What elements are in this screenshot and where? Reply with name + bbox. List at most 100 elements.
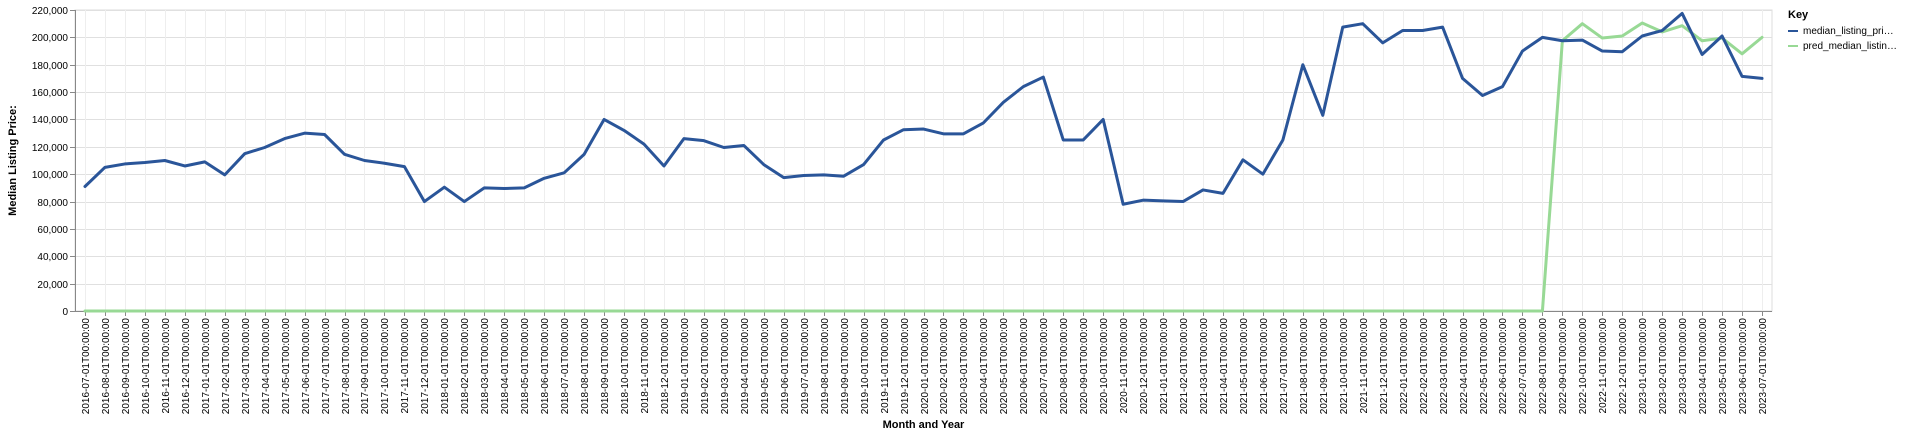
x-tick-label: 2021-08-01T00:00:00 (1299, 318, 1310, 415)
x-tick-label: 2021-05-01T00:00:00 (1239, 318, 1250, 415)
x-tick-label: 2018-09-01T00:00:00 (600, 318, 611, 415)
x-axis: 2016-07-01T00:00:00 2016-08-01T00:00:00 20… (75, 311, 1772, 414)
x-tick-label: 2017-05-01T00:00:00 (281, 318, 292, 415)
x-tick-label: 2017-12-01T00:00:00 (420, 318, 431, 415)
x-tick-label: 2022-02-01T00:00:00 (1419, 318, 1430, 415)
x-tick-label: 2018-01-01T00:00:00 (440, 318, 451, 415)
x-tick-label: 2020-09-01T00:00:00 (1079, 318, 1090, 415)
x-tick-label: 2018-05-01T00:00:00 (520, 318, 531, 415)
x-tick-label: 2022-09-01T00:00:00 (1558, 318, 1569, 415)
x-tick-label: 2017-08-01T00:00:00 (341, 318, 352, 415)
x-tick-label: 2016-11-01T00:00:00 (161, 318, 172, 414)
x-tick-label: 2016-08-01T00:00:00 (101, 318, 112, 415)
x-tick-label: 2017-09-01T00:00:00 (360, 318, 371, 415)
x-tick-label: 2020-11-01T00:00:00 (1119, 318, 1130, 414)
x-tick-label: 2020-06-01T00:00:00 (1019, 318, 1030, 415)
x-tick-label: 2021-01-01T00:00:00 (1159, 318, 1170, 415)
x-tick-label: 2019-01-01T00:00:00 (680, 318, 691, 415)
series-line-0 (83, 11, 1764, 206)
y-axis-title: Median Listing Price: (7, 105, 19, 216)
legend-label: median_listing_pri… (1803, 26, 1894, 37)
y-tick-label: 120,000 (32, 143, 69, 154)
y-tick-label: 60,000 (37, 225, 68, 236)
x-tick-label: 2021-09-01T00:00:00 (1319, 318, 1330, 415)
x-tick-label: 2019-10-01T00:00:00 (860, 318, 871, 415)
y-tick-label: 40,000 (37, 252, 68, 263)
y-tick-label: 80,000 (37, 198, 68, 209)
x-tick-label: 2021-11-01T00:00:00 (1359, 318, 1370, 414)
x-axis-title: Month and Year (883, 419, 965, 431)
gridlines (74, 9, 1773, 312)
x-tick-label: 2022-03-01T00:00:00 (1439, 318, 1450, 415)
series-lines (83, 11, 1764, 313)
x-tick-label: 2020-05-01T00:00:00 (999, 318, 1010, 415)
x-tick-label: 2019-02-01T00:00:00 (700, 318, 711, 415)
plot-frame (74, 9, 1773, 312)
x-tick-label: 2016-10-01T00:00:00 (141, 318, 152, 415)
x-tick-label: 2016-12-01T00:00:00 (181, 318, 192, 415)
x-tick-label: 2019-08-01T00:00:00 (820, 318, 831, 415)
x-tick-label: 2020-08-01T00:00:00 (1059, 318, 1070, 415)
x-tick-label: 2018-12-01T00:00:00 (660, 318, 671, 415)
x-tick-label: 2020-07-01T00:00:00 (1039, 318, 1050, 415)
x-tick-label: 2017-06-01T00:00:00 (301, 318, 312, 415)
series-line-1 (83, 21, 1764, 313)
x-tick-label: 2020-02-01T00:00:00 (939, 318, 950, 415)
y-axis: 0 20,000 40,000 60,000 80,000 100,000 120,000 1… (32, 6, 76, 318)
x-tick-label: 2017-10-01T00:00:00 (380, 318, 391, 415)
legend-title: Key (1788, 9, 1809, 21)
x-tick-label: 2017-07-01T00:00:00 (321, 318, 332, 415)
x-tick-label: 2018-02-01T00:00:00 (460, 318, 471, 415)
y-tick-label: 100,000 (32, 170, 69, 181)
x-tick-label: 2017-11-01T00:00:00 (400, 318, 411, 414)
x-tick-label: 2018-10-01T00:00:00 (620, 318, 631, 415)
x-tick-label: 2019-09-01T00:00:00 (840, 318, 851, 415)
x-tick-label: 2017-02-01T00:00:00 (221, 318, 232, 415)
x-tick-label: 2020-03-01T00:00:00 (959, 318, 970, 415)
x-tick-label: 2022-08-01T00:00:00 (1538, 318, 1549, 415)
y-tick-label: 180,000 (32, 61, 69, 72)
x-tick-label: 2016-07-01T00:00:00 (81, 318, 92, 415)
x-tick-label: 2020-10-01T00:00:00 (1099, 318, 1110, 415)
x-tick-label: 2020-01-01T00:00:00 (920, 318, 931, 415)
x-tick-label: 2019-06-01T00:00:00 (780, 318, 791, 415)
x-tick-label: 2022-06-01T00:00:00 (1498, 318, 1509, 415)
x-tick-label: 2023-01-01T00:00:00 (1638, 318, 1649, 415)
y-tick-label: 220,000 (32, 6, 69, 17)
x-tick-label: 2022-01-01T00:00:00 (1399, 318, 1410, 415)
x-tick-label: 2021-12-01T00:00:00 (1379, 318, 1390, 415)
x-tick-label: 2017-03-01T00:00:00 (241, 318, 252, 415)
legend: Key median_listing_pri… pred_median_listi… (1788, 9, 1897, 52)
y-tick-label: 0 (62, 307, 68, 318)
x-tick-label: 2019-04-01T00:00:00 (740, 318, 751, 415)
x-tick-label: 2023-03-01T00:00:00 (1678, 318, 1689, 415)
x-tick-label: 2023-06-01T00:00:00 (1738, 318, 1749, 415)
x-tick-label: 2023-05-01T00:00:00 (1718, 318, 1729, 415)
y-tick-label: 140,000 (32, 115, 69, 126)
x-tick-label: 2017-01-01T00:00:00 (201, 318, 212, 415)
x-tick-label: 2021-02-01T00:00:00 (1179, 318, 1190, 415)
x-tick-label: 2021-04-01T00:00:00 (1219, 318, 1230, 415)
x-tick-label: 2021-06-01T00:00:00 (1259, 318, 1270, 415)
x-tick-label: 2018-06-01T00:00:00 (540, 318, 551, 415)
x-tick-label: 2018-08-01T00:00:00 (580, 318, 591, 415)
x-tick-label: 2019-11-01T00:00:00 (880, 318, 891, 414)
x-tick-label: 2016-09-01T00:00:00 (121, 318, 132, 415)
x-tick-label: 2018-04-01T00:00:00 (500, 318, 511, 415)
y-tick-label: 160,000 (32, 88, 69, 99)
x-tick-label: 2023-02-01T00:00:00 (1658, 318, 1669, 415)
x-tick-label: 2020-12-01T00:00:00 (1139, 318, 1150, 415)
x-tick-label: 2021-03-01T00:00:00 (1199, 318, 1210, 415)
legend-label: pred_median_listin… (1803, 41, 1897, 52)
x-tick-label: 2018-07-01T00:00:00 (560, 318, 571, 415)
x-tick-label: 2022-10-01T00:00:00 (1578, 318, 1589, 415)
x-tick-label: 2022-11-01T00:00:00 (1598, 318, 1609, 414)
x-tick-label: 2022-12-01T00:00:00 (1618, 318, 1629, 415)
x-tick-label: 2017-04-01T00:00:00 (261, 318, 272, 415)
x-tick-label: 2019-03-01T00:00:00 (720, 318, 731, 415)
x-tick-label: 2022-04-01T00:00:00 (1459, 318, 1470, 415)
x-tick-label: 2019-12-01T00:00:00 (900, 318, 911, 415)
x-tick-label: 2021-07-01T00:00:00 (1279, 318, 1290, 415)
x-tick-label: 2018-03-01T00:00:00 (480, 318, 491, 415)
